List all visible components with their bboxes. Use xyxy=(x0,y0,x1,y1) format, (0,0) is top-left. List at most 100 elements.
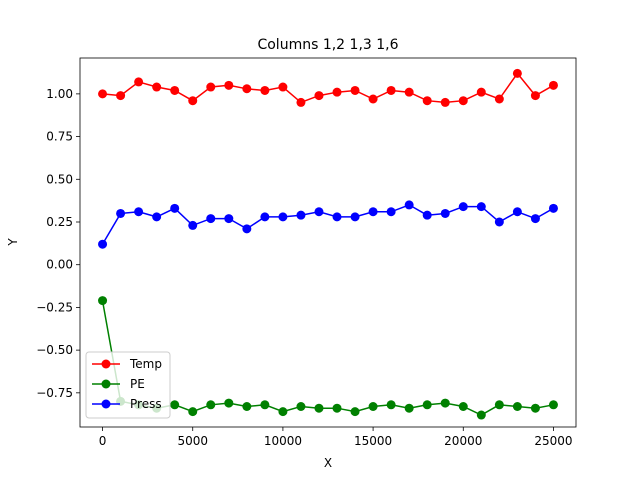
data-point xyxy=(242,84,252,94)
data-point xyxy=(404,87,414,97)
data-point xyxy=(512,207,522,217)
data-point xyxy=(422,210,432,220)
data-point xyxy=(224,398,234,408)
data-point xyxy=(494,217,504,227)
data-point xyxy=(440,97,450,107)
y-axis: 1.00 0.75 0.50 0.25 0.00 −0.25 −0.50 −0.75 xyxy=(36,87,80,400)
data-point xyxy=(458,402,468,411)
series-layer xyxy=(98,68,558,420)
data-point xyxy=(530,403,540,413)
y-tick-label: 0.00 xyxy=(46,258,73,272)
data-point xyxy=(422,96,432,106)
data-point xyxy=(386,207,396,217)
x-tick-label: 10000 xyxy=(264,434,302,448)
data-point xyxy=(368,402,378,411)
data-point xyxy=(134,77,144,87)
data-point xyxy=(242,402,252,411)
data-point xyxy=(314,91,324,101)
data-point xyxy=(476,87,486,97)
data-point xyxy=(188,220,198,230)
data-point xyxy=(404,403,414,413)
data-point xyxy=(350,212,360,222)
data-point xyxy=(296,210,306,220)
y-tick-label: −0.25 xyxy=(36,300,73,314)
data-point xyxy=(260,212,270,222)
data-point xyxy=(188,96,198,106)
data-point xyxy=(530,91,540,101)
data-point xyxy=(170,203,180,213)
data-point xyxy=(116,208,126,218)
data-point xyxy=(152,212,162,222)
y-tick-label: 1.00 xyxy=(46,87,73,101)
series-temp xyxy=(98,68,558,107)
data-point xyxy=(332,87,342,97)
y-tick-label: 0.50 xyxy=(46,172,73,186)
x-tick-label: 5000 xyxy=(177,434,208,448)
data-point xyxy=(494,400,504,410)
data-point xyxy=(98,296,108,306)
data-point xyxy=(530,214,540,224)
data-point xyxy=(278,407,288,417)
x-axis-label: X xyxy=(324,456,332,470)
data-point xyxy=(206,214,216,224)
legend-marker xyxy=(101,399,111,409)
data-point xyxy=(224,214,234,224)
data-point xyxy=(260,400,270,410)
plot-area xyxy=(79,57,577,428)
data-point xyxy=(242,224,252,234)
data-point xyxy=(512,402,522,411)
x-tick-label: 0 xyxy=(99,434,107,448)
legend-marker xyxy=(101,379,111,389)
plot-frame xyxy=(79,57,577,428)
data-point xyxy=(548,80,558,90)
data-point xyxy=(350,85,360,95)
legend-item-temp: Temp xyxy=(92,357,162,371)
data-point xyxy=(188,407,198,417)
data-point xyxy=(170,400,180,410)
data-point xyxy=(368,94,378,104)
data-point xyxy=(278,82,288,92)
chart-title: Columns 1,2 1,3 1,6 xyxy=(257,37,398,53)
data-point xyxy=(494,94,504,104)
data-point xyxy=(548,400,558,410)
legend-label: PE xyxy=(130,377,145,391)
data-point xyxy=(512,68,522,78)
data-point xyxy=(458,202,468,212)
data-point xyxy=(224,80,234,90)
data-point xyxy=(206,400,216,410)
y-tick-label: 0.25 xyxy=(46,215,73,229)
legend: Temp PE Press xyxy=(85,351,171,419)
data-point xyxy=(404,200,414,210)
x-tick-label: 15000 xyxy=(354,434,392,448)
series-press xyxy=(98,200,558,249)
legend-label: Temp xyxy=(129,357,162,371)
data-point xyxy=(476,410,486,420)
data-point xyxy=(296,97,306,107)
data-point xyxy=(98,239,108,249)
data-point xyxy=(314,207,324,217)
x-tick-label: 25000 xyxy=(534,434,572,448)
data-point xyxy=(152,82,162,92)
data-point xyxy=(296,402,306,411)
legend-item-pe: PE xyxy=(92,377,145,391)
data-point xyxy=(548,203,558,213)
data-point xyxy=(98,89,108,99)
y-tick-label: −0.75 xyxy=(36,386,73,400)
legend-item-press: Press xyxy=(92,397,162,411)
data-point xyxy=(170,85,180,95)
data-point xyxy=(116,91,126,101)
x-axis: 0 5000 10000 15000 20000 25000 xyxy=(99,427,573,448)
data-point xyxy=(260,85,270,95)
legend-label: Press xyxy=(130,397,162,411)
data-point xyxy=(278,212,288,222)
data-point xyxy=(476,202,486,212)
data-point xyxy=(206,82,216,92)
data-point xyxy=(350,407,360,417)
data-point xyxy=(368,207,378,217)
x-tick-label: 20000 xyxy=(444,434,482,448)
data-point xyxy=(386,400,396,410)
data-point xyxy=(332,212,342,222)
legend-marker xyxy=(101,359,111,369)
data-point xyxy=(134,207,144,217)
